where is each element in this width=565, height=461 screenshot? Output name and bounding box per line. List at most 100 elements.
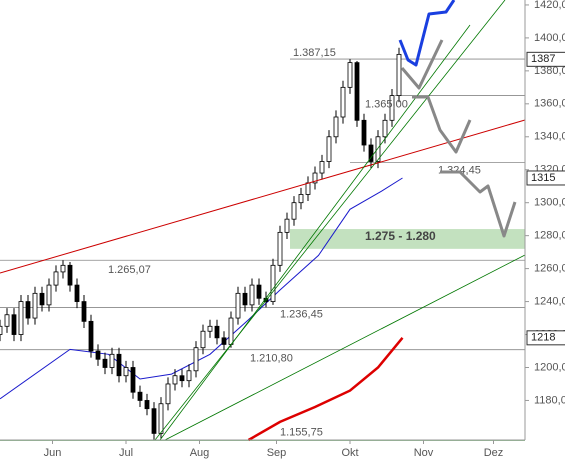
forecast-path xyxy=(400,39,444,90)
level-label: 1.155,75 xyxy=(280,426,323,438)
candle-body xyxy=(382,119,388,138)
trend-line xyxy=(159,24,471,441)
candle-body xyxy=(81,301,87,322)
candle-body xyxy=(165,383,171,405)
candle-body xyxy=(396,53,402,96)
candle-body xyxy=(88,320,94,352)
candle-body xyxy=(361,119,367,146)
candle-body xyxy=(11,314,17,335)
x-tick-label: Sep xyxy=(267,447,287,459)
x-tick-label: Aug xyxy=(190,447,210,459)
candle-body xyxy=(221,337,227,345)
candle-body xyxy=(340,86,346,118)
level-label: 1.365,00 xyxy=(365,98,408,110)
candle-body xyxy=(200,330,206,349)
candle-body xyxy=(389,95,395,121)
candle-body xyxy=(354,62,360,121)
candle-body xyxy=(39,292,45,306)
level-label: 1.265,07 xyxy=(108,264,151,276)
candle-body xyxy=(158,403,164,434)
candle-body xyxy=(109,353,115,368)
candle-body xyxy=(298,194,304,204)
candle-body xyxy=(18,301,24,335)
candle-body xyxy=(46,284,52,306)
candle-body xyxy=(67,264,73,286)
candle-body xyxy=(347,62,353,88)
candle-body xyxy=(256,284,262,299)
price-marker-box xyxy=(526,330,565,346)
price-marker-label: 1387 xyxy=(531,53,555,65)
trend-lines xyxy=(0,0,526,441)
candle-body xyxy=(151,408,157,434)
candle-body xyxy=(319,161,325,174)
candle-body xyxy=(375,136,381,162)
candle-body xyxy=(137,391,143,401)
y-tick-label: 1260,0 xyxy=(534,263,565,275)
level-label: 1.210,80 xyxy=(250,353,293,365)
candle-body xyxy=(235,292,241,319)
candle-body xyxy=(291,202,297,220)
candle-body xyxy=(102,358,108,368)
y-tick-label: 1240,0 xyxy=(534,295,565,307)
over-layer: 1.275 - 1.280 1.387,15 1.365,00 1.324,45 1.2… xyxy=(108,47,481,438)
support-zone xyxy=(290,229,525,249)
candle-body xyxy=(25,301,31,319)
forecast-paths xyxy=(398,0,517,238)
candle-body xyxy=(172,375,178,385)
candle-body xyxy=(249,284,255,306)
candle-body xyxy=(270,264,276,302)
candle-body xyxy=(186,370,192,382)
candle-body xyxy=(130,367,136,393)
candle-body xyxy=(207,325,213,332)
candle-body xyxy=(60,264,66,273)
candle-body xyxy=(0,325,3,335)
candle-body xyxy=(333,116,339,138)
y-tick-label: 1340,0 xyxy=(534,131,565,143)
price-marker-label: 1218 xyxy=(531,332,555,344)
candle-body xyxy=(284,218,290,233)
candle-body xyxy=(95,350,101,360)
x-tick-label: Nov xyxy=(414,447,434,459)
candle-body xyxy=(305,182,311,195)
y-tick-label: 1180,0 xyxy=(534,394,565,406)
level-label: 1.236,45 xyxy=(280,308,323,320)
x-tick-label: Jul xyxy=(119,447,133,459)
y-tick-label: 1400,0 xyxy=(534,32,565,44)
trend-line xyxy=(154,0,506,441)
candle-body xyxy=(368,144,374,162)
level-label: 1.324,45 xyxy=(438,164,481,176)
candle-body xyxy=(228,317,234,345)
y-tick-label: 1360,0 xyxy=(534,98,565,110)
candle-body xyxy=(193,347,199,372)
x-tick-label: Okt xyxy=(341,447,358,459)
forecast-up xyxy=(398,0,456,67)
forecast-path xyxy=(412,95,472,154)
candle-body xyxy=(116,353,122,377)
moving-average xyxy=(247,337,404,442)
candle-body xyxy=(326,136,332,162)
candle-body xyxy=(144,400,150,410)
y-tick-label: 1380,0 xyxy=(534,65,565,77)
candle-body xyxy=(32,292,38,319)
candle-body xyxy=(4,314,10,327)
y-tick-label: 1280,0 xyxy=(534,230,565,242)
zone-label: 1.275 - 1.280 xyxy=(365,229,436,243)
resistance-line xyxy=(0,119,526,274)
candle-body xyxy=(242,292,248,306)
candle-body xyxy=(214,325,220,339)
forecast-path xyxy=(440,170,517,238)
price-marker-box xyxy=(526,51,565,67)
candle-body xyxy=(277,231,283,266)
y-tick-label: 1420,0 xyxy=(534,0,565,11)
price-marker-box xyxy=(526,170,565,186)
y-tick-label: 1200,0 xyxy=(534,361,565,373)
candle-body xyxy=(179,375,185,382)
candle-body xyxy=(312,172,318,184)
candle-body xyxy=(123,367,129,377)
candle-body xyxy=(74,284,80,302)
level-label: 1.387,15 xyxy=(293,47,336,59)
x-tick-label: Jun xyxy=(44,447,62,459)
trend-line xyxy=(164,254,526,441)
